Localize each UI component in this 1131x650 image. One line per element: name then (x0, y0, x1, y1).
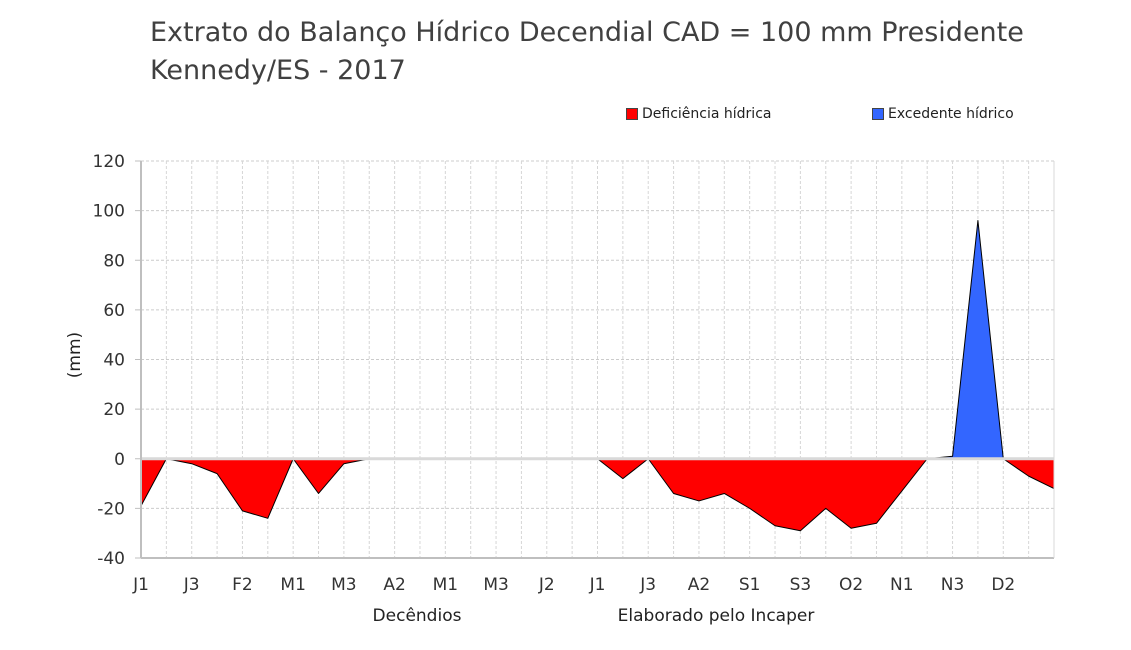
y-tick-label-7: -20 (97, 499, 125, 519)
y-tick-label-2: 80 (103, 251, 125, 271)
x-tick-label-4: M3 (331, 575, 356, 595)
legend-label-deficiencia: Deficiência hídrica (642, 106, 772, 122)
x-axis-label: Decêndios (373, 606, 462, 626)
x-tick-label-1: J3 (183, 575, 200, 595)
series-areas (140, 220, 1055, 532)
x-tick-label-17: D2 (991, 575, 1015, 595)
y-tick-label-1: 100 (93, 202, 125, 222)
y-axis-label: (mm) (65, 332, 85, 378)
legend-label-excedente: Excedente hídrico (888, 106, 1014, 122)
x-tick-label-9: J1 (589, 575, 606, 595)
x-tick-label-15: N1 (890, 575, 914, 595)
x-tick-label-2: F2 (232, 575, 253, 595)
series-area-0 (140, 458, 1055, 532)
credit-label: Elaborado pelo Incaper (618, 606, 815, 626)
axes (135, 160, 1055, 559)
x-tick-label-12: S1 (739, 575, 761, 595)
x-tick-label-11: A2 (688, 575, 710, 595)
x-tick-label-6: M1 (433, 575, 458, 595)
legend-item-excedente: Excedente hídrico (872, 106, 1014, 122)
x-tick-label-7: M3 (483, 575, 508, 595)
legend-item-deficiencia: Deficiência hídrica (626, 106, 771, 122)
x-tick-label-10: J3 (639, 575, 656, 595)
y-tick-label-5: 20 (103, 400, 125, 420)
y-tick-label-4: 40 (103, 351, 125, 371)
x-tick-label-8: J2 (538, 575, 555, 595)
chart-title: Extrato do Balanço Hídrico Decendial CAD… (150, 17, 1024, 86)
x-tick-label-0: J1 (132, 575, 149, 595)
x-tick-label-5: A2 (383, 575, 405, 595)
x-tick-label-16: N3 (941, 575, 965, 595)
grid-lines (140, 160, 1055, 559)
y-tick-labels: 120 100 80 60 40 20 0 -20 -40 (93, 152, 125, 569)
legend-swatch-excedente (872, 108, 884, 120)
x-tick-label-13: S3 (790, 575, 812, 595)
y-tick-label-6: 0 (114, 450, 125, 470)
y-tick-label-0: 120 (93, 152, 125, 172)
y-tick-label-3: 60 (103, 301, 125, 321)
y-tick-label-8: -40 (97, 549, 125, 569)
x-tick-label-3: M1 (280, 575, 305, 595)
legend-swatch-deficiencia (626, 108, 638, 120)
x-tick-labels: J1 J3 F2 M1 M3 A2 M1 M3 J2 J1 J3 A2 S1 S3 O2 N1 N3 D2 (132, 575, 1015, 595)
x-tick-label-14: O2 (839, 575, 863, 595)
